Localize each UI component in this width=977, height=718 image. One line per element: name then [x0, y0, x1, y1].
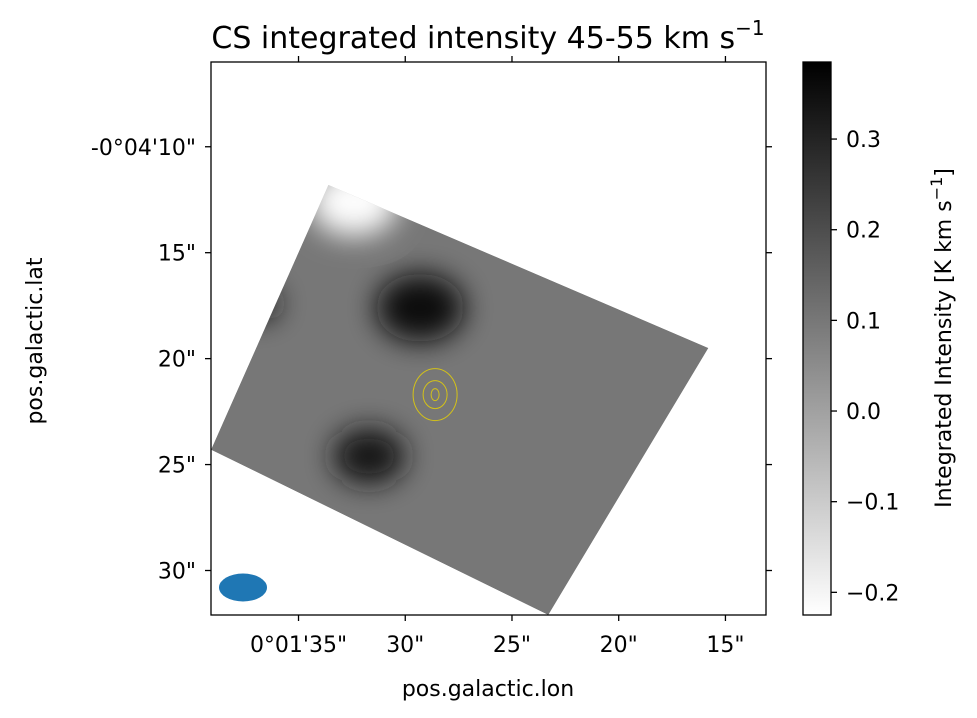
contour-line [430, 388, 440, 402]
colorbar-gradient [802, 61, 832, 616]
y-tick-label: 30" [158, 560, 196, 585]
contour-line [422, 380, 448, 410]
beam-ellipse [219, 573, 267, 602]
intensity-map [211, 184, 709, 615]
x-tick-label: 30" [386, 633, 424, 658]
x-axis-label: pos.galactic.lon [402, 677, 574, 702]
colorbar-tick-label: −0.2 [846, 581, 899, 606]
colorbar: 0.3 0.2 0.1 0.0 −0.1 −0.2 Integrated Intensit… [802, 61, 957, 616]
map-footprint [211, 184, 709, 615]
x-tick-label: 25" [493, 633, 531, 658]
colorbar-ticks: 0.3 0.2 0.1 0.0 −0.1 −0.2 [831, 128, 899, 606]
colorbar-tick-label: 0.2 [846, 219, 881, 244]
x-tick-label: 15" [706, 633, 744, 658]
x-tick-label: 0°01'35" [250, 633, 347, 658]
y-tick-label: 25" [158, 454, 196, 479]
map-feature [376, 273, 465, 342]
map-feature [309, 184, 399, 236]
map-feature [332, 428, 406, 485]
contour-overlay [412, 368, 458, 422]
colorbar-tick-label: 0.1 [846, 309, 881, 334]
y-tick-label: 15" [158, 242, 196, 267]
colorbar-tick-label: 0.3 [846, 128, 881, 153]
y-axis-ticks: -0°04'10" 15" 20" 25" 30" [91, 136, 772, 585]
plot-frame [210, 61, 767, 616]
colorbar-tick-label: −0.1 [846, 491, 899, 516]
y-tick-label: 20" [158, 348, 196, 373]
contour-line [412, 368, 458, 422]
colorbar-tick-label: 0.0 [846, 400, 881, 425]
colorbar-label: Integrated Intensity [K km s−1] [927, 168, 957, 508]
y-axis-label: pos.galactic.lat [23, 257, 48, 424]
x-axis-ticks: 0°01'35" 30" 25" 20" 15" [250, 56, 745, 658]
x-tick-label: 20" [600, 633, 638, 658]
map-feature [237, 287, 279, 320]
chart-title: CS integrated intensity 45-55 km s−1 [211, 16, 764, 56]
y-tick-label: -0°04'10" [91, 136, 196, 161]
